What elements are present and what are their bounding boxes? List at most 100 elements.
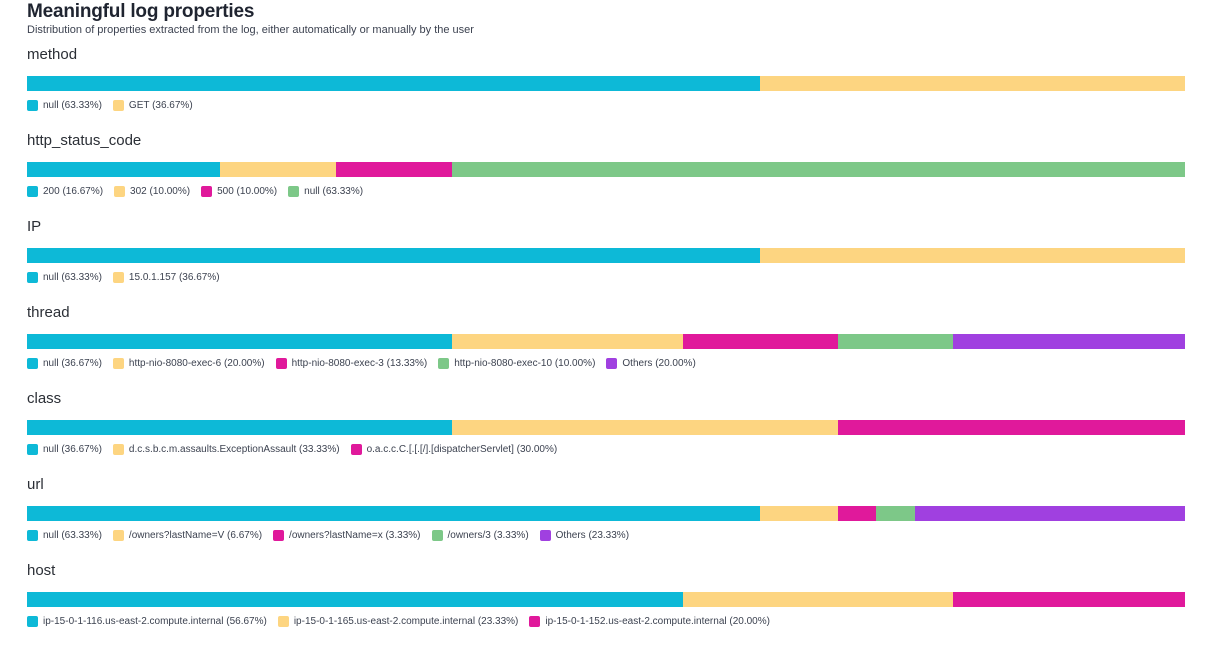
bar-segment[interactable]	[914, 506, 1185, 521]
legend-label: /owners/3 (3.33%)	[447, 530, 529, 541]
legend-swatch	[606, 358, 618, 369]
property-name: class	[27, 390, 62, 407]
bar-segment[interactable]	[683, 334, 838, 349]
legend-item[interactable]: o.a.c.c.C.[.[.[/].[dispatcherServlet] (3…	[350, 443, 557, 456]
legend-label: null (63.33%)	[43, 530, 102, 541]
legend-label: d.c.s.b.c.m.assaults.ExceptionAssault (3…	[128, 444, 340, 455]
legend-swatch	[529, 616, 541, 627]
bar-segment[interactable]	[953, 334, 1185, 349]
bar-segment[interactable]	[876, 506, 915, 521]
property-section: host ip-15-0-1-116.us-east-2.compute.inte…	[27, 553, 1185, 639]
legend-item[interactable]: ip-15-0-1-165.us-east-2.compute.internal…	[277, 615, 518, 628]
legend-label: http-nio-8080-exec-6 (20.00%)	[128, 358, 265, 369]
legend-item[interactable]: null (36.67%)	[27, 357, 102, 370]
legend-item[interactable]: /owners?lastName=V (6.67%)	[112, 529, 263, 542]
legend-item[interactable]: null (63.33%)	[27, 529, 102, 542]
legend-label: http-nio-8080-exec-10 (10.00%)	[454, 358, 596, 369]
bar-segment[interactable]	[27, 334, 452, 349]
legend-item[interactable]: 302 (10.00%)	[114, 185, 190, 198]
legend-label: 200 (16.67%)	[43, 186, 104, 197]
property-name: IP	[27, 218, 42, 235]
chart-panel: Meaningful log properties Distribution o…	[27, 0, 1185, 639]
legend-item[interactable]: null (36.67%)	[27, 443, 102, 456]
distribution-bar	[27, 162, 1185, 177]
bar-segment[interactable]	[451, 162, 1185, 177]
legend-item[interactable]: http-nio-8080-exec-3 (13.33%)	[275, 357, 428, 370]
bar-segment[interactable]	[27, 162, 221, 177]
legend-swatch	[350, 444, 362, 455]
legend-item[interactable]: Others (20.00%)	[606, 357, 696, 370]
bar-segment[interactable]	[760, 76, 1185, 91]
bar-segment[interactable]	[451, 420, 838, 435]
legend-swatch	[112, 530, 124, 541]
bar-segment[interactable]	[27, 76, 761, 91]
distribution-bar	[27, 506, 1185, 521]
legend-label: ip-15-0-1-116.us-east-2.compute.internal…	[43, 616, 267, 627]
property-name: method	[27, 46, 78, 63]
legend-item[interactable]: null (63.33%)	[27, 271, 102, 284]
property-name: host	[27, 562, 56, 579]
bar-segment[interactable]	[27, 248, 761, 263]
bar-segment[interactable]	[953, 592, 1185, 607]
legend: null (36.67%) http-nio-8080-exec-6 (20.00…	[27, 357, 707, 370]
bar-segment[interactable]	[335, 162, 452, 177]
property-section: thread null (36.67%) http-nio-8080-exec-6 …	[27, 295, 1185, 381]
bar-segment[interactable]	[27, 592, 684, 607]
legend-item[interactable]: /owners?lastName=x (3.33%)	[273, 529, 421, 542]
bar-segment[interactable]	[837, 334, 954, 349]
legend-label: 15.0.1.157 (36.67%)	[128, 272, 220, 283]
legend-label: http-nio-8080-exec-3 (13.33%)	[291, 358, 428, 369]
page-title: Meaningful log properties	[27, 1, 255, 22]
bar-segment[interactable]	[760, 248, 1185, 263]
legend-swatch	[27, 616, 38, 627]
legend-item[interactable]: null (63.33%)	[27, 99, 102, 112]
legend-swatch	[27, 444, 38, 455]
distribution-bar	[27, 76, 1185, 91]
legend-item[interactable]: http-nio-8080-exec-10 (10.00%)	[438, 357, 595, 370]
bar-segment[interactable]	[760, 506, 838, 521]
legend-item[interactable]: Others (23.33%)	[539, 529, 629, 542]
property-section: http_status_code 200 (16.67%) 302 (10.00%)…	[27, 123, 1185, 209]
bar-segment[interactable]	[837, 420, 1185, 435]
legend-label: null (36.67%)	[43, 444, 102, 455]
distribution-bar	[27, 248, 1185, 263]
bar-segment[interactable]	[451, 334, 684, 349]
legend-swatch	[539, 530, 551, 541]
legend-label: null (63.33%)	[43, 100, 102, 111]
legend-swatch	[438, 358, 450, 369]
legend-swatch	[112, 444, 124, 455]
legend-swatch	[114, 186, 126, 197]
property-name: http_status_code	[27, 132, 142, 149]
legend-swatch	[275, 358, 287, 369]
legend-label: null (63.33%)	[304, 186, 364, 197]
legend-swatch	[288, 186, 300, 197]
legend-item[interactable]: null (63.33%)	[288, 185, 363, 198]
distribution-bar	[27, 334, 1185, 349]
legend-item[interactable]: 15.0.1.157 (36.67%)	[112, 271, 220, 284]
legend-item[interactable]: d.c.s.b.c.m.assaults.ExceptionAssault (3…	[112, 443, 340, 456]
distribution-bar	[27, 420, 1185, 435]
bar-segment[interactable]	[837, 506, 877, 521]
legend-swatch	[277, 616, 289, 627]
property-name: thread	[27, 304, 70, 321]
legend-item[interactable]: 500 (10.00%)	[201, 185, 277, 198]
bar-segment[interactable]	[27, 420, 452, 435]
page-subtitle: Distribution of properties extracted fro…	[27, 24, 474, 36]
legend-item[interactable]: GET (36.67%)	[112, 99, 193, 112]
legend-swatch	[27, 186, 38, 197]
legend-swatch	[27, 358, 38, 369]
legend-swatch	[27, 100, 38, 111]
legend-item[interactable]: /owners/3 (3.33%)	[431, 529, 529, 542]
legend-item[interactable]: ip-15-0-1-152.us-east-2.compute.internal…	[529, 615, 770, 628]
legend-label: ip-15-0-1-152.us-east-2.compute.internal…	[545, 616, 770, 627]
property-sections: method null (63.33%) GET (36.67%) http_stat…	[27, 37, 1185, 639]
legend-item[interactable]: ip-15-0-1-116.us-east-2.compute.internal…	[27, 615, 267, 628]
legend-label: null (36.67%)	[43, 358, 102, 369]
bar-segment[interactable]	[220, 162, 336, 177]
bar-segment[interactable]	[683, 592, 954, 607]
legend: 200 (16.67%) 302 (10.00%) 500 (10.00%) null…	[27, 185, 374, 198]
bar-segment[interactable]	[27, 506, 761, 521]
legend-item[interactable]: 200 (16.67%)	[27, 185, 103, 198]
legend-item[interactable]: http-nio-8080-exec-6 (20.00%)	[112, 357, 265, 370]
legend-label: /owners?lastName=V (6.67%)	[128, 530, 263, 541]
